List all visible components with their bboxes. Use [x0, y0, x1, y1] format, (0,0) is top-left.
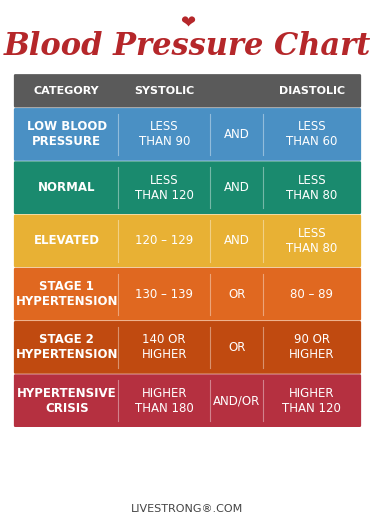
Text: HYPERTENSIVE
CRISIS: HYPERTENSIVE CRISIS — [17, 387, 117, 414]
Text: OR: OR — [228, 341, 245, 354]
FancyBboxPatch shape — [14, 74, 361, 108]
Text: STAGE 2
HYPERTENSION: STAGE 2 HYPERTENSION — [15, 334, 118, 361]
Text: STAGE 1
HYPERTENSION: STAGE 1 HYPERTENSION — [15, 280, 118, 308]
Text: ELEVATED: ELEVATED — [34, 234, 100, 247]
Text: NORMAL: NORMAL — [38, 181, 96, 194]
Text: OR: OR — [228, 288, 245, 301]
Text: HIGHER
THAN 120: HIGHER THAN 120 — [282, 387, 341, 414]
Text: LESS
THAN 120: LESS THAN 120 — [135, 174, 194, 201]
FancyBboxPatch shape — [14, 374, 361, 427]
FancyBboxPatch shape — [14, 215, 361, 267]
Text: SYSTOLIC: SYSTOLIC — [134, 86, 194, 96]
Text: AND/OR: AND/OR — [213, 394, 260, 407]
Text: LESS
THAN 80: LESS THAN 80 — [286, 227, 338, 255]
Text: CATEGORY: CATEGORY — [34, 86, 99, 96]
Text: 140 OR
HIGHER: 140 OR HIGHER — [141, 334, 187, 361]
Text: AND: AND — [224, 181, 250, 194]
Text: 130 – 139: 130 – 139 — [135, 288, 193, 301]
Text: LOW BLOOD
PRESSURE: LOW BLOOD PRESSURE — [27, 121, 107, 148]
Text: AND: AND — [224, 128, 250, 141]
Text: LESS
THAN 90: LESS THAN 90 — [138, 121, 190, 148]
Text: 90 OR
HIGHER: 90 OR HIGHER — [289, 334, 334, 361]
Text: DIASTOLIC: DIASTOLIC — [279, 86, 345, 96]
Text: 80 – 89: 80 – 89 — [290, 288, 333, 301]
Text: 120 – 129: 120 – 129 — [135, 234, 194, 247]
Text: LESS
THAN 60: LESS THAN 60 — [286, 121, 338, 148]
FancyBboxPatch shape — [14, 161, 361, 214]
Text: LIVESTRONG®.COM: LIVESTRONG®.COM — [131, 504, 244, 514]
FancyBboxPatch shape — [14, 108, 361, 161]
FancyBboxPatch shape — [14, 268, 361, 321]
Text: AND: AND — [224, 234, 250, 247]
Text: ❤: ❤ — [180, 15, 195, 32]
Text: Blood Pressure Chart: Blood Pressure Chart — [4, 31, 371, 63]
Text: HIGHER
THAN 180: HIGHER THAN 180 — [135, 387, 194, 414]
FancyBboxPatch shape — [14, 321, 361, 374]
Text: LESS
THAN 80: LESS THAN 80 — [286, 174, 338, 201]
